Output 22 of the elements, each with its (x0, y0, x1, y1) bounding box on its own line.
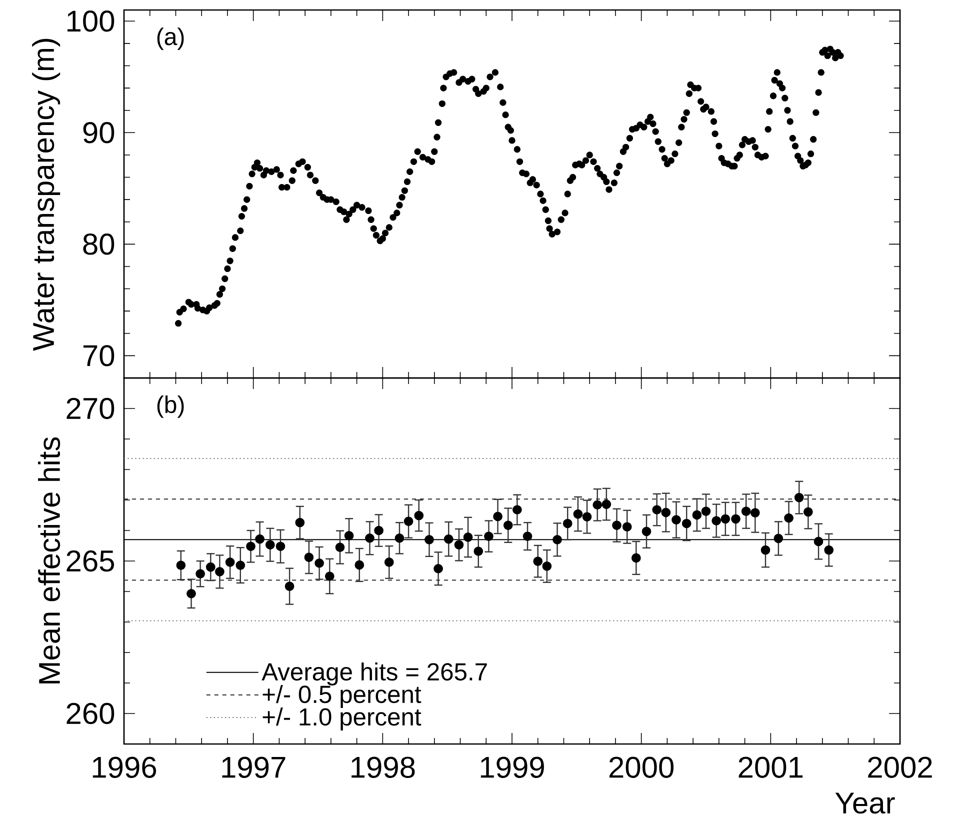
x-tick-label: 1996 (92, 756, 156, 778)
legend-label: Average hits = 265.7 (262, 662, 487, 686)
y-tick-label: 260 (66, 702, 114, 724)
y-tick-label: 270 (66, 398, 114, 420)
legend-label: +/- 0.5 percent (262, 685, 422, 708)
y-axis-title: Mean effective hits (38, 437, 60, 684)
y-tick-label: 90 (83, 122, 114, 144)
annotation: (b) (157, 396, 184, 418)
x-tick-label: 2001 (738, 756, 803, 778)
x-tick-label: 1998 (352, 756, 415, 778)
legend-label: +/- 1.0 percent (262, 708, 422, 731)
x-tick-label: 1999 (480, 756, 544, 778)
annotation: (a) (157, 28, 184, 50)
x-tick-label: 2002 (868, 756, 932, 778)
x-tick-label: 1997 (222, 756, 286, 778)
y-tick-label: 100 (68, 10, 114, 32)
y-tick-label: 80 (83, 234, 114, 255)
x-axis-title: Year (835, 792, 895, 814)
y-tick-label: 70 (83, 345, 114, 366)
y-tick-label: 265 (66, 550, 114, 572)
y-axis-title: Water transparency (m) (32, 38, 60, 351)
x-tick-label: 2000 (609, 756, 674, 778)
